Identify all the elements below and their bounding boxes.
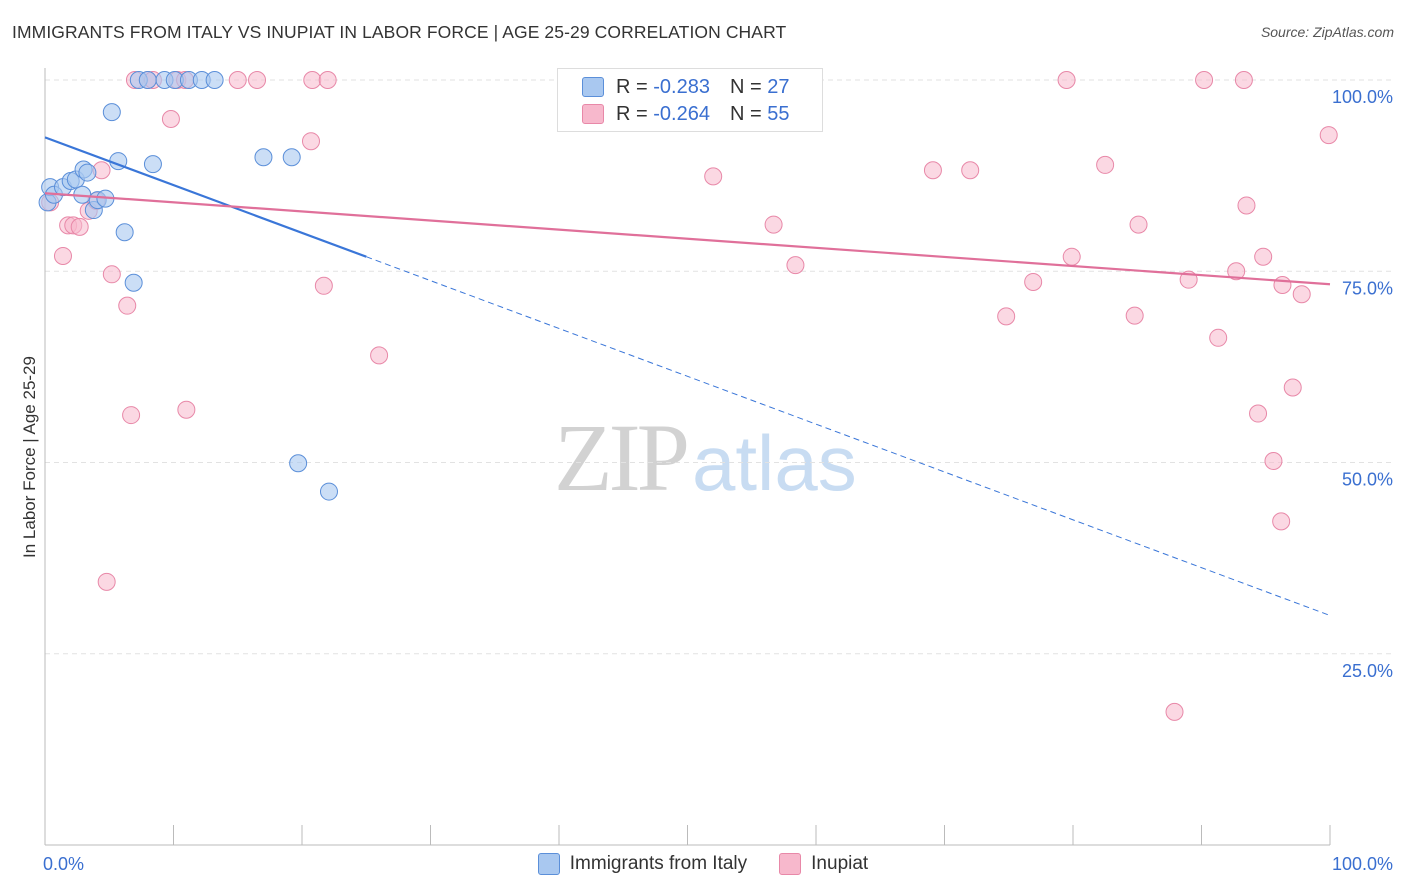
inupiat-point: [1237, 196, 1256, 215]
watermark-zip: ZIP: [554, 404, 690, 511]
inupiat-point: [370, 346, 389, 365]
legend-label-inupiat: Inupiat: [811, 853, 869, 874]
italy-trend-line: [44, 136, 367, 258]
y-tick-label: 25.0%: [1342, 661, 1393, 681]
r-value: -0.283: [653, 75, 710, 98]
inupiat-swatch: [582, 104, 604, 124]
inupiat-point: [1264, 451, 1283, 470]
inupiat-point: [1254, 247, 1273, 266]
inupiat-point: [1165, 702, 1184, 721]
italy-point: [289, 454, 308, 473]
series-legend: Immigrants from Italy Inupiat: [0, 851, 1406, 877]
italy-point: [102, 103, 121, 122]
inupiat-point: [97, 572, 116, 591]
inupiat-point: [314, 276, 333, 295]
inupiat-point: [1273, 276, 1292, 295]
inupiat-point: [161, 110, 180, 129]
stats-row-italy: R = -0.283 N = 27: [582, 74, 789, 100]
y-tick-label: 50.0%: [1342, 470, 1393, 490]
italy-point: [115, 223, 134, 242]
inupiat-point: [248, 71, 267, 89]
inupiat-point: [923, 161, 942, 180]
italy-swatch: [582, 77, 604, 97]
italy-point: [138, 71, 157, 89]
inupiat-legend-swatch: [779, 853, 802, 875]
chart-title: IMMIGRANTS FROM ITALY VS INUPIAT IN LABO…: [12, 22, 787, 42]
italy-point: [78, 163, 97, 182]
inupiat-point: [1024, 272, 1043, 291]
inupiat-point: [1195, 71, 1214, 89]
r-label: R =: [616, 75, 648, 98]
legend-item-italy[interactable]: Immigrants from Italy: [537, 853, 748, 875]
inupiat-point: [303, 71, 322, 89]
italy-point: [319, 482, 338, 501]
inupiat-point: [1096, 155, 1115, 174]
inupiat-point: [1129, 215, 1148, 234]
inupiat-point: [704, 167, 723, 186]
y-tick-label: 75.0%: [1342, 278, 1393, 298]
x-tick-label: 0.0%: [43, 854, 84, 874]
inupiat-point: [1292, 285, 1311, 304]
inupiat-point: [118, 296, 137, 315]
inupiat-point: [1062, 247, 1081, 266]
inupiat-point: [1249, 404, 1268, 423]
n-value: 55: [767, 102, 790, 125]
inupiat-point: [1283, 378, 1302, 397]
inupiat-point: [1227, 262, 1246, 281]
inupiat-point: [1209, 328, 1228, 347]
y-tick-label: 100.0%: [1332, 87, 1393, 107]
source-label: Source: ZipAtlas.com: [1260, 24, 1394, 40]
n-value: 27: [767, 75, 790, 98]
italy-trend-extension: [366, 256, 1331, 616]
inupiat-point: [1125, 306, 1144, 325]
inupiat-point: [318, 71, 337, 89]
n-label: N =: [729, 102, 762, 125]
italy-point: [143, 155, 162, 174]
italy-point: [205, 71, 224, 89]
inupiat-point: [997, 307, 1016, 326]
italy-point: [254, 148, 273, 167]
inupiat-point: [961, 161, 980, 180]
r-value: -0.264: [653, 102, 710, 125]
inupiat-trend-line: [44, 192, 1331, 286]
stats-row-inupiat: R = -0.264 N = 55: [582, 101, 789, 127]
inupiat-point: [1057, 71, 1076, 89]
inupiat-point: [53, 246, 72, 265]
n-label: N =: [729, 75, 762, 98]
inupiat-point: [1319, 126, 1338, 145]
inupiat-point: [1272, 512, 1291, 531]
inupiat-point: [786, 256, 805, 275]
inupiat-point: [177, 400, 196, 419]
inupiat-point: [1234, 71, 1253, 89]
inupiat-point: [301, 132, 320, 151]
legend-label-italy: Immigrants from Italy: [569, 853, 748, 874]
x-tick-label: 100.0%: [1332, 854, 1393, 874]
legend-item-inupiat[interactable]: Inupiat: [779, 853, 868, 875]
inupiat-point: [122, 406, 141, 425]
r-label: R =: [616, 102, 648, 125]
inupiat-point: [70, 217, 89, 236]
italy-point: [282, 148, 301, 167]
stats-legend: R = -0.283 N = 27 R = -0.264 N = 55: [557, 68, 823, 132]
inupiat-point: [102, 265, 121, 284]
italy-legend-swatch: [537, 853, 560, 875]
italy-point: [124, 273, 143, 292]
inupiat-point: [764, 215, 783, 234]
inupiat-point: [228, 71, 247, 89]
